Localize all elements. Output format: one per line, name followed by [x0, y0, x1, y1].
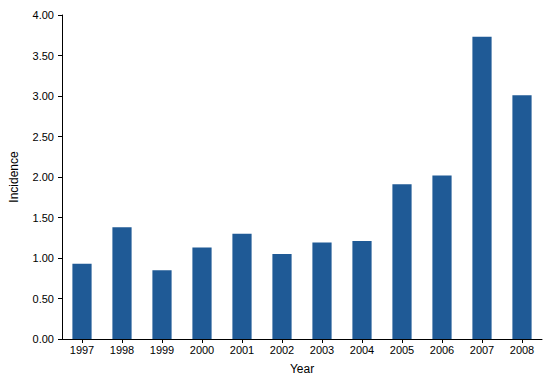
- svg-text:1997: 1997: [70, 344, 94, 356]
- svg-text:1998: 1998: [110, 344, 134, 356]
- svg-text:1999: 1999: [150, 344, 174, 356]
- svg-text:2004: 2004: [350, 344, 374, 356]
- svg-text:2001: 2001: [230, 344, 254, 356]
- svg-text:2008: 2008: [510, 344, 534, 356]
- svg-text:3.00: 3.00: [33, 90, 54, 102]
- svg-text:0.50: 0.50: [33, 293, 54, 305]
- svg-text:2006: 2006: [430, 344, 454, 356]
- svg-text:2.00: 2.00: [33, 171, 54, 183]
- svg-text:4.00: 4.00: [33, 9, 54, 21]
- svg-text:Year: Year: [290, 362, 314, 376]
- svg-text:1.00: 1.00: [33, 252, 54, 264]
- svg-text:2.50: 2.50: [33, 131, 54, 143]
- svg-text:2003: 2003: [310, 344, 334, 356]
- svg-text:2007: 2007: [470, 344, 494, 356]
- svg-text:1.50: 1.50: [33, 212, 54, 224]
- svg-text:0.00: 0.00: [33, 333, 54, 345]
- svg-text:3.50: 3.50: [33, 50, 54, 62]
- svg-text:2005: 2005: [390, 344, 414, 356]
- svg-text:2002: 2002: [270, 344, 294, 356]
- svg-text:2000: 2000: [190, 344, 214, 356]
- svg-text:Incidence: Incidence: [7, 151, 21, 203]
